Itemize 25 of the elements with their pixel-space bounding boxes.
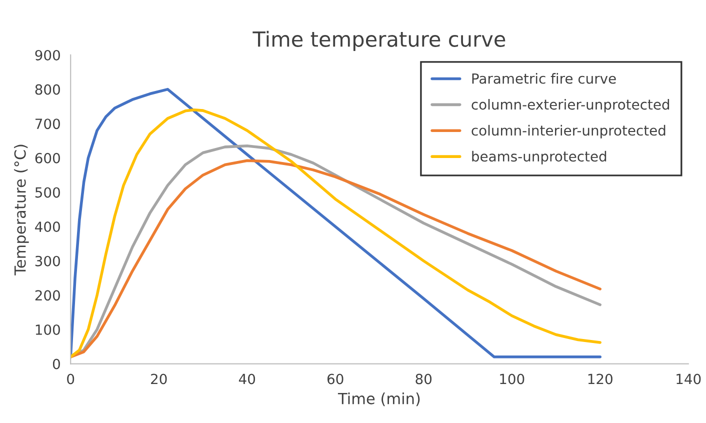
legend-label: column-exterier-unprotected [472, 98, 670, 112]
y-axis-title: Temperature (°C) [14, 144, 29, 276]
y-tick-label: 900 [35, 50, 60, 60]
y-tick-label: 800 [35, 84, 60, 95]
y-tick-label: 400 [35, 222, 60, 232]
y-tick-label: 500 [35, 187, 60, 198]
legend-label: beams-unprotected [472, 150, 606, 164]
legend-label: column-interier-unprotected [472, 124, 666, 138]
chart-title: Time temperature curve [252, 30, 506, 51]
x-tick-label: 0 [67, 374, 74, 384]
x-tick-label: 100 [500, 374, 524, 384]
y-tick-label: 100 [36, 324, 60, 335]
x-axis-title: Time (min) [338, 392, 420, 406]
x-tick-label: 60 [327, 374, 344, 384]
y-tick-label: 0 [52, 358, 60, 370]
x-tick-label: 120 [588, 374, 612, 384]
legend-label: Parametric fire curve [472, 73, 616, 84]
x-tick-label: 40 [238, 374, 256, 384]
x-tick-label: 80 [416, 374, 432, 384]
y-tick-label: 700 [36, 118, 60, 130]
x-tick-label: 140 [676, 374, 701, 384]
y-tick-label: 300 [35, 256, 60, 266]
y-tick-label: 600 [35, 152, 60, 164]
y-tick-label: 200 [35, 290, 60, 301]
x-tick-label: 20 [151, 374, 167, 384]
